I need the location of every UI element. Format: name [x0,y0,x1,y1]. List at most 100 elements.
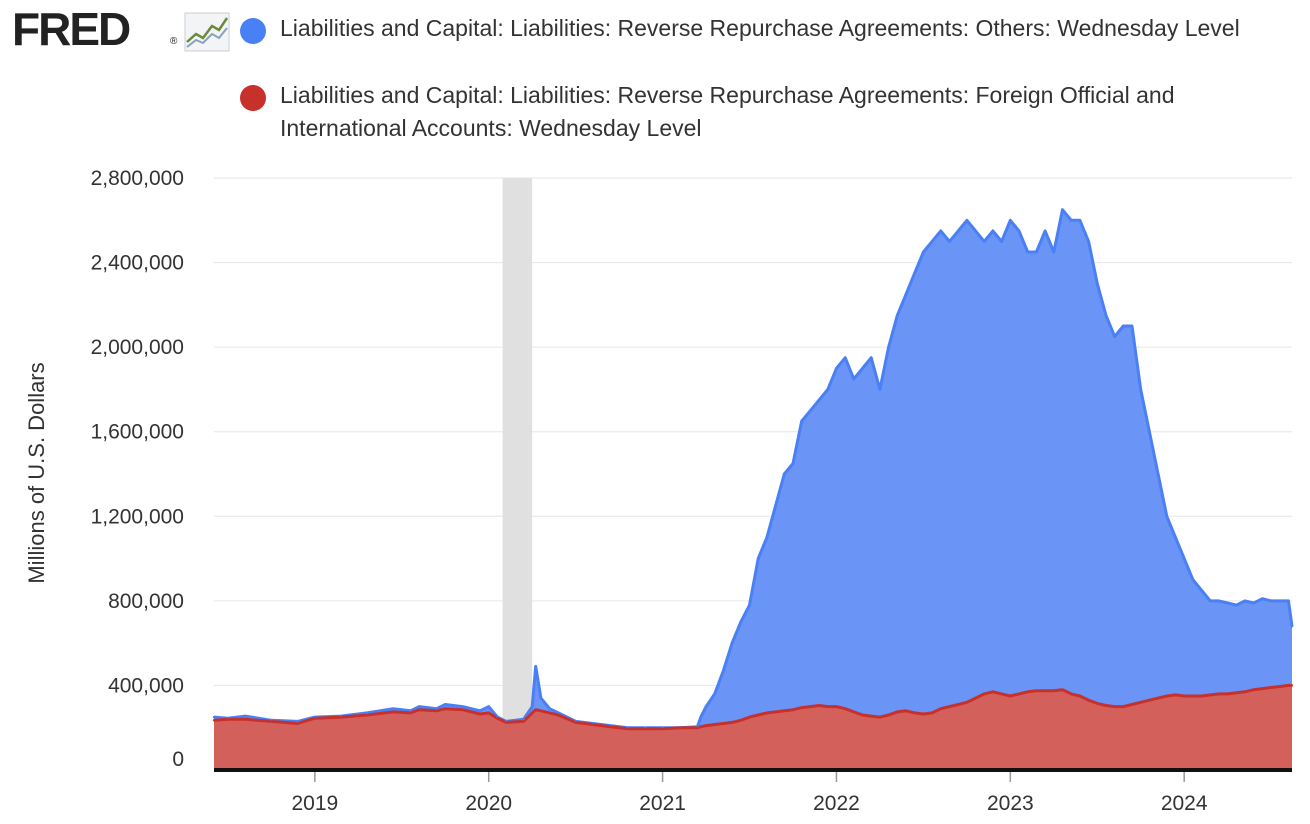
legend-swatch-red [240,85,266,111]
y-tick-label: 2,400,000 [91,252,184,275]
data-point-foreign [1235,691,1238,694]
data-point-foreign [730,721,734,724]
data-point-others [1139,388,1142,391]
recession-shading [502,178,533,770]
data-point-foreign [939,707,942,710]
legend-label-others: Liabilities and Capital: Liabilities: Re… [280,15,1240,41]
data-point-foreign [791,708,795,711]
data-point-others [1278,599,1282,603]
axes: 0 400,000 800,000 1,200,000 1,600,000 2,000,0… [91,167,1292,815]
fred-logo[interactable]: FRED ® [12,3,230,56]
y-axis-title: Millions of U.S. Dollars [24,362,49,583]
data-point-foreign [1261,687,1264,690]
data-point-others [522,718,525,721]
data-point-foreign [1156,696,1160,700]
data-point-others [1104,314,1108,317]
data-point-foreign [339,715,343,719]
data-point-foreign [957,703,960,706]
data-point-foreign [626,727,629,730]
data-point-foreign [713,723,716,726]
data-point-foreign [496,717,499,720]
data-point-others [774,504,777,507]
x-tick-label: 2019 [291,792,338,815]
y-tick-label: 400,000 [108,674,184,697]
data-point-others [1191,578,1195,581]
data-point-others [1261,597,1264,600]
data-point-others [539,696,543,700]
data-point-foreign [478,712,482,716]
data-point-others [1209,599,1212,603]
data-point-others [1000,240,1003,243]
y-tick-label: 2,000,000 [91,336,184,359]
data-point-others [957,229,960,233]
data-point-others [1096,282,1099,285]
data-point-foreign [609,725,612,728]
data-point-others [365,711,369,715]
data-point-others [1235,603,1238,607]
data-point-foreign [522,720,525,723]
data-point-others [212,715,216,719]
x-tick-label: 2021 [639,792,686,815]
data-point-others [704,705,708,708]
registered-mark: ® [170,36,178,47]
data-point-others [991,229,995,233]
data-point-others [296,720,299,723]
data-point-others [1122,324,1125,328]
data-point-others [974,229,977,233]
data-point-others [487,705,490,708]
data-point-others [722,669,725,672]
data-point-others [435,707,438,710]
data-point-others [896,314,899,317]
data-point-others [800,419,803,423]
data-point-others [930,240,934,243]
x-tick-label: 2024 [1161,792,1208,815]
data-point-foreign [504,721,508,724]
data-point-others [983,240,986,243]
data-point-others [409,709,412,712]
data-point-foreign [844,707,847,710]
data-point-others [757,557,760,560]
data-point-foreign [418,708,421,711]
data-point-others [461,705,464,708]
data-point-foreign [548,711,551,715]
data-point-others [922,250,925,254]
data-point-others [887,345,890,349]
data-point-others [1017,229,1021,233]
data-point-foreign [835,705,838,708]
data-point-foreign [1191,694,1195,698]
data-point-others [852,377,855,381]
data-point-others [1070,219,1073,222]
data-point-foreign [1070,692,1073,696]
data-point-foreign [1165,694,1169,698]
data-point-others [244,714,247,718]
y-tick-label: 0 [172,748,184,771]
data-point-foreign [1217,692,1221,696]
data-point-others [1217,599,1221,603]
data-point-foreign [983,692,986,696]
data-point-others [844,356,847,359]
data-point-foreign [1096,702,1099,705]
data-point-foreign [896,710,899,714]
x-tick-label: 2022 [813,792,860,815]
data-point-others [739,620,742,624]
y-tick-label: 2,800,000 [91,167,184,190]
data-point-foreign [1000,692,1003,696]
fred-logo-text: FRED [12,3,131,55]
data-point-foreign [391,710,395,714]
data-point-others [418,705,421,708]
data-point-others [1290,625,1294,628]
data-point-foreign [765,711,769,715]
data-point-others [557,711,560,715]
data-point-foreign [870,714,873,718]
data-point-foreign [409,711,412,715]
data-point-others [913,271,916,275]
data-point-foreign [774,710,777,714]
data-point-foreign [1035,689,1038,692]
data-point-others [1087,240,1090,243]
data-point-others [1130,324,1134,328]
data-point-foreign [531,711,534,715]
series-layer [212,208,1294,770]
data-point-foreign [704,724,708,727]
data-point-foreign [826,705,829,708]
